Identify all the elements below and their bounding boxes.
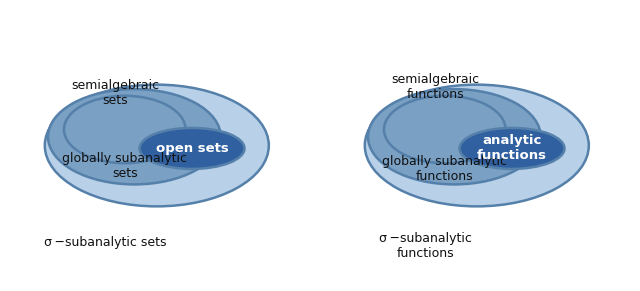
Ellipse shape xyxy=(368,89,541,184)
Ellipse shape xyxy=(140,128,244,169)
Text: semialgebraic
functions: semialgebraic functions xyxy=(391,73,479,101)
Text: σ −subanalytic
functions: σ −subanalytic functions xyxy=(379,232,472,260)
Ellipse shape xyxy=(365,85,589,206)
Text: globally subanalytic
functions: globally subanalytic functions xyxy=(382,155,508,183)
Ellipse shape xyxy=(64,96,186,163)
Ellipse shape xyxy=(384,96,506,163)
Text: open sets: open sets xyxy=(156,142,228,155)
Text: σ −subanalytic sets: σ −subanalytic sets xyxy=(44,237,167,249)
Text: semialgebraic
sets: semialgebraic sets xyxy=(71,79,159,107)
Ellipse shape xyxy=(48,89,221,184)
Text: analytic
functions: analytic functions xyxy=(477,134,547,162)
Text: globally subanalytic
sets: globally subanalytic sets xyxy=(62,152,188,180)
Ellipse shape xyxy=(45,85,269,206)
Ellipse shape xyxy=(460,128,564,169)
